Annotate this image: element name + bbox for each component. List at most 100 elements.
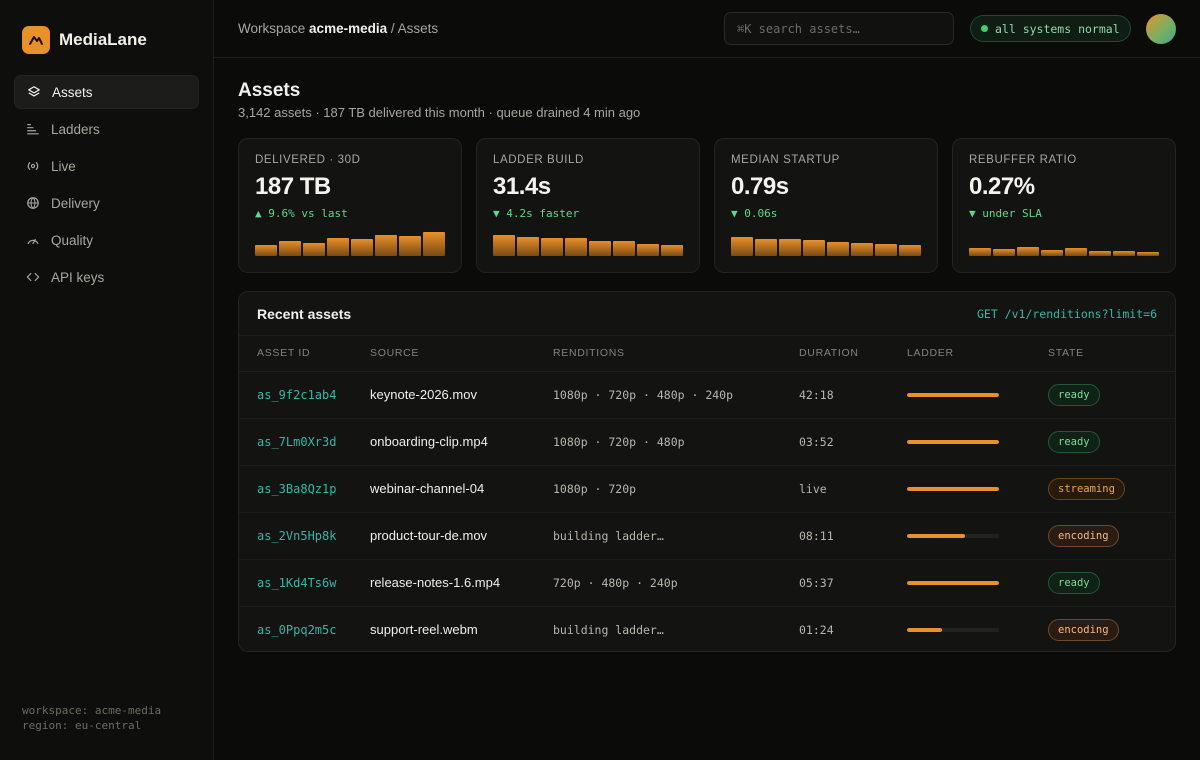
sparkline-bar <box>779 239 801 256</box>
ladder-progress-fill <box>907 439 999 444</box>
brand-name: MediaLane <box>59 30 147 49</box>
cell-source: release-notes-1.6.mp4 <box>370 559 553 607</box>
stat-card-median-startup: MEDIAN STARTUP 0.79s ▼ 0.06s <box>714 138 938 273</box>
cell-source: keynote-2026.mov <box>370 371 553 419</box>
assets-table-body: as_9f2c1ab4 keynote-2026.mov 1080p · 720p … <box>239 371 1175 651</box>
stat-value: 0.27% <box>969 173 1035 200</box>
table-row[interactable]: as_7Lm0Xr3d onboarding-clip.mp4 1080p · 72… <box>239 418 1175 466</box>
sidebar-item-label: Delivery <box>51 195 100 211</box>
cell-renditions: 1080p · 720p · 480p · 240p <box>553 371 799 419</box>
sparkline-bar <box>899 245 921 256</box>
cell-ladder <box>907 418 1048 466</box>
column-header-renditions[interactable]: RENDITIONS <box>553 336 799 372</box>
ladder-progress-track <box>907 580 999 585</box>
sparkline-bar <box>993 249 1015 256</box>
sparkline-bar <box>303 243 325 256</box>
ladder-progress-track <box>907 627 999 632</box>
ladder-progress-fill <box>907 580 999 585</box>
status-badge: ready <box>1048 430 1100 453</box>
api-endpoint-link[interactable]: GET /v1/renditions?limit=6 <box>976 307 1157 321</box>
sparkline-bar <box>541 237 563 256</box>
cell-asset-id: as_3Ba8Qz1p <box>239 465 370 513</box>
sidebar-item-ladders[interactable]: Ladders <box>14 112 199 146</box>
table-row[interactable]: as_3Ba8Qz1p webinar-channel-04 1080p · 720… <box>239 465 1175 513</box>
sparkline-bar <box>351 239 373 256</box>
search-input[interactable] <box>724 12 954 45</box>
avatar[interactable] <box>1146 14 1176 44</box>
cell-state: ready <box>1048 559 1175 607</box>
sparkline-bar <box>827 241 849 256</box>
table-header-row: ASSET ID SOURCE RENDITIONS DURATION LADD… <box>239 336 1175 372</box>
workspace-label: workspace: acme-media <box>22 704 162 717</box>
cell-source: support-reel.webm <box>370 622 478 638</box>
stat-delta: ▼ 4.2s faster <box>493 207 580 220</box>
sidebar-item-quality[interactable]: Quality <box>14 223 199 257</box>
cell-state: ready <box>1048 371 1175 419</box>
stat-value: 187 TB <box>255 173 331 200</box>
cell-state: encoding <box>1048 512 1175 560</box>
ladder-progress-track <box>907 533 999 538</box>
gauge-icon <box>25 233 40 248</box>
status-badge: streaming <box>1048 477 1125 500</box>
sidebar-item-delivery[interactable]: Delivery <box>14 186 199 220</box>
asset-id-link[interactable]: as_7Lm0Xr3d <box>257 435 337 449</box>
stat-value: 0.79s <box>731 173 789 200</box>
stat-label: REBUFFER RATIO <box>969 154 1077 166</box>
sparkline-bar <box>279 240 301 256</box>
column-header-duration[interactable]: DURATION <box>799 336 907 372</box>
asset-id-link[interactable]: as_2Vn5Hp8k <box>257 529 337 543</box>
region-label: region: eu-central <box>22 719 142 732</box>
top-header: Workspace acme-media / Assets all system… <box>214 0 1200 58</box>
broadcast-icon <box>25 159 40 174</box>
status-badge: ready <box>1048 571 1100 594</box>
cell-duration: 08:11 <box>799 512 907 560</box>
breadcrumb-workspace[interactable]: acme-media <box>309 21 388 36</box>
sidebar-item-api-keys[interactable]: API keys <box>14 260 199 294</box>
asset-id-link[interactable]: as_0Ppq2m5c <box>257 623 337 638</box>
sparkline-bars <box>969 230 1159 256</box>
sparkline-bar <box>375 234 397 256</box>
stat-card-ladder-build: LADDER BUILD 31.4s ▼ 4.2s faster <box>476 138 700 273</box>
sparkline-bar <box>661 245 683 256</box>
stat-label: LADDER BUILD <box>493 154 584 166</box>
sidebar-item-live[interactable]: Live <box>14 149 199 183</box>
sidebar-item-assets[interactable]: Assets <box>14 75 199 109</box>
sparkline-bar <box>803 240 825 256</box>
ladder-progress-track <box>907 439 999 444</box>
stat-cards: DELIVERED · 30D 187 TB ▲ 9.6% vs last LA… <box>238 138 1176 273</box>
table-row[interactable]: as_1Kd4Ts6w release-notes-1.6.mp4 720p · 4… <box>239 559 1175 607</box>
stat-value: 31.4s <box>493 173 551 200</box>
sparkline-bar <box>613 240 635 256</box>
sparkline-bar <box>637 244 659 256</box>
asset-id-link[interactable]: as_1Kd4Ts6w <box>257 576 337 590</box>
ladder-progress-fill <box>907 533 965 538</box>
sidebar-item-label: Live <box>51 158 76 174</box>
column-header-source[interactable]: SOURCE <box>370 336 553 372</box>
ladder-progress-fill <box>907 627 942 632</box>
stat-delta: ▲ 9.6% vs last <box>255 207 348 220</box>
code-icon <box>25 270 40 285</box>
table-row[interactable]: as_9f2c1ab4 keynote-2026.mov 1080p · 720p … <box>239 371 1175 419</box>
sparkline-bar <box>969 248 991 256</box>
brand[interactable]: MediaLane <box>22 26 147 54</box>
sparkline-bar <box>399 235 421 256</box>
column-header-state[interactable]: STATE <box>1048 336 1175 372</box>
sparkline-bars <box>255 230 445 256</box>
assets-table: ASSET ID SOURCE RENDITIONS DURATION LADD… <box>239 336 1175 651</box>
asset-id-link[interactable]: as_3Ba8Qz1p <box>257 482 337 496</box>
page-subtitle: 3,142 assets · 187 TB delivered this mon… <box>238 105 641 120</box>
column-header-ladder[interactable]: LADDER <box>907 336 1048 372</box>
cell-asset-id: as_9f2c1ab4 <box>239 371 370 419</box>
asset-id-link[interactable]: as_9f2c1ab4 <box>257 388 337 402</box>
sparkline-bar <box>755 238 777 256</box>
sidebar-item-label: Assets <box>52 84 93 100</box>
cell-asset-id: as_1Kd4Ts6w <box>239 559 370 607</box>
table-row[interactable]: as_2Vn5Hp8k product-tour-de.mov building l… <box>239 512 1175 560</box>
cell-renditions: 720p · 480p · 240p <box>553 559 799 607</box>
sparkline-bar <box>1041 250 1063 256</box>
column-header-asset-id[interactable]: ASSET ID <box>239 336 370 372</box>
system-status-badge[interactable]: all systems normal <box>970 15 1131 42</box>
sparkline-bar <box>423 232 445 256</box>
page-title: Assets <box>238 80 301 101</box>
table-row[interactable]: as_0Ppq2m5c support-reel.webm building lad… <box>239 606 1175 651</box>
